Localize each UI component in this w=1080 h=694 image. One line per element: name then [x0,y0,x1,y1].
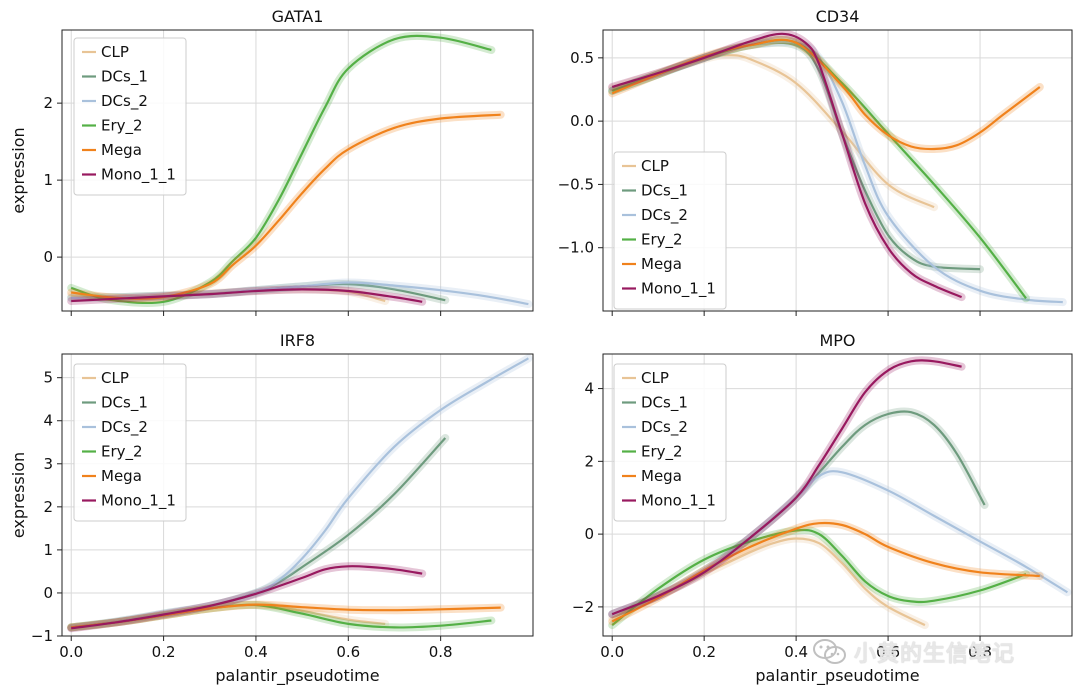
x-tick-label: 0.0 [59,643,83,661]
y-tick-label: 5 [43,369,53,387]
series-line-Ery_2 [70,34,492,305]
series-line-Mono_1_1 [611,32,963,299]
watermark-text: 小黄的生信笔记 [854,642,1016,667]
wechat-icon [813,639,846,664]
legend-box [613,363,727,522]
legend: CLP DCs_1 DCs_2 Ery_2 Mega Mono_1_1 [73,37,187,196]
y-tick-label: −1 [31,627,53,645]
legend-box [73,363,187,522]
y-tick-label: 2 [584,452,594,470]
legend-entry-Mega: Mega [641,467,682,485]
x-axis-label: palantir_pseudotime [755,666,919,686]
axes-frame [61,29,534,312]
panel-gata1: 0 1 2 GATA1 expression CLP DCs_1 DCs_2 Ery_2 Mega… [9,7,534,316]
legend-entry-DCs_1: DCs_1 [101,394,148,413]
y-tick-label: 0.0 [570,112,594,130]
x-tick-label: 0.8 [429,643,453,661]
watermark: 小黄的生信笔记 [812,632,1062,672]
x-tick-label: 0.6 [336,643,360,661]
legend-entry-CLP: CLP [101,369,129,387]
legend-entry-DCs_2: DCs_2 [101,418,148,437]
legend-entry-DCs_2: DCs_2 [101,92,148,111]
legend: CLP DCs_1 DCs_2 Ery_2 Mega Mono_1_1 [613,151,727,310]
chart-title: GATA1 [272,7,324,26]
x-tick-label: 0.2 [692,643,716,661]
y-tick-label: 2 [43,94,53,112]
chart-title: IRF8 [280,331,315,350]
legend-box [73,37,187,196]
legend-entry-Mega: Mega [101,141,142,159]
series-line-Mega [611,521,1040,623]
panel-cd34: −1.0 −0.5 0.0 0.5 CD34 CLP DCs_1 DCs_2 Ery_2 Mega… [558,7,1073,316]
y-tick-label: 4 [584,380,594,398]
legend: CLP DCs_1 DCs_2 Ery_2 Mega Mono_1_1 [613,363,727,522]
legend-entry-DCs_1: DCs_1 [101,68,148,87]
x-tick-label: 0.8 [968,643,992,661]
legend-entry-Mono_1_1: Mono_1_1 [101,166,176,185]
chart-title: CD34 [816,7,860,26]
legend-entry-Mono_1_1: Mono_1_1 [101,492,176,511]
y-tick-label: 2 [43,498,53,516]
x-tick-label: 0.4 [784,643,808,661]
axes-frame [602,353,1073,637]
y-tick-label: 0 [584,525,594,543]
y-tick-label: 3 [43,455,53,473]
legend-entry-CLP: CLP [641,157,669,175]
series-band-CLP [608,534,929,630]
y-tick-label: −2 [572,598,594,616]
x-axis-label: palantir_pseudotime [215,666,379,686]
series-line-CLP [611,537,926,627]
legend-entry-CLP: CLP [101,43,129,61]
y-tick-label: 0.5 [570,49,594,67]
axes-frame [61,353,534,637]
legend-entry-DCs_1: DCs_1 [641,394,688,413]
panel-mpo: 0.0 0.2 0.4 0.6 0.8 −2 0 2 4 MPO palantir_pseudoti… [572,331,1073,686]
legend-entry-DCs_1: DCs_1 [641,182,688,201]
legend-entry-DCs_2: DCs_2 [641,206,688,225]
y-tick-label: 4 [43,412,53,430]
legend-entry-Ery_2: Ery_2 [641,443,683,462]
series-line-Mono_1_1 [611,359,962,616]
legend-entry-Mono_1_1: Mono_1_1 [641,280,716,299]
legend-entry-CLP: CLP [641,369,669,387]
y-tick-label: 1 [43,171,53,189]
legend-entry-DCs_2: DCs_2 [641,418,688,437]
y-tick-label: −0.5 [558,175,594,193]
chart-title: MPO [819,331,855,350]
y-axis-label: expression [9,452,28,538]
x-tick-label: 0.4 [244,643,268,661]
y-tick-label: 1 [43,541,53,559]
legend-entry-Ery_2: Ery_2 [101,443,143,462]
x-tick-label: 0.0 [600,643,624,661]
legend-entry-Mono_1_1: Mono_1_1 [641,492,716,511]
y-tick-label: −1.0 [558,239,594,257]
series-line-Ery_2 [611,528,1027,626]
legend-entry-Ery_2: Ery_2 [641,231,683,250]
legend: CLP DCs_1 DCs_2 Ery_2 Mega Mono_1_1 [73,363,187,522]
y-tick-label: 0 [43,584,53,602]
legend-entry-Ery_2: Ery_2 [101,117,143,136]
series-line-Mono_1_1 [71,565,423,630]
y-axis-label: expression [9,127,28,213]
axes-frame [602,29,1073,312]
panel-irf8: 0.0 0.2 0.4 0.6 0.8 −1 0 1 2 3 4 5 IRF8 expression pal… [9,331,534,686]
x-tick-label: 0.2 [152,643,176,661]
series-line-Mono_1_1 [71,288,423,303]
legend-entry-Mega: Mega [101,467,142,485]
y-tick-label: 0 [43,248,53,266]
legend-entry-Mega: Mega [641,255,682,273]
legend-box [613,151,727,310]
x-tick-label: 0.6 [876,643,900,661]
